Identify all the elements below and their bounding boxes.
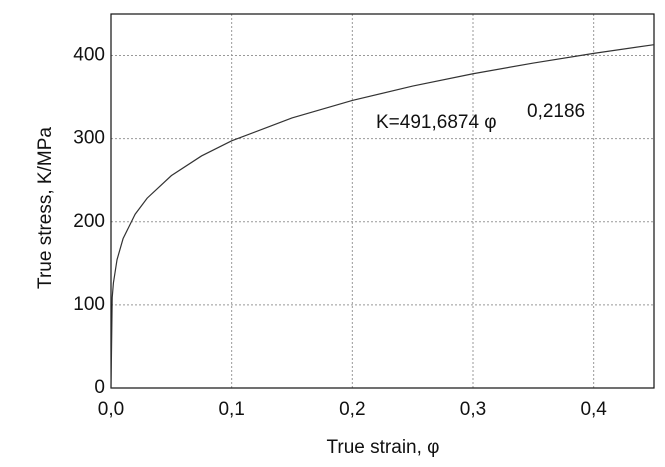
y-tick-label: 200 — [73, 211, 105, 232]
data-line — [110, 44, 655, 389]
y-axis-label: True stress, K/MPa — [35, 127, 56, 289]
y-tick-label: 400 — [73, 45, 105, 66]
x-tick-label: 0,4 — [580, 399, 607, 420]
x-tick-label: 0,3 — [460, 399, 486, 420]
x-tick-label: 0,2 — [339, 399, 365, 420]
x-axis-label: True strain, φ — [327, 437, 440, 458]
plot-frame — [110, 13, 655, 389]
y-tick-label: 100 — [73, 294, 105, 315]
y-tick-label: 300 — [73, 128, 105, 149]
annotation: K=491,6874 φ — [376, 112, 497, 133]
x-tick-label: 0,0 — [98, 399, 124, 420]
y-tick-label: 0 — [94, 377, 105, 398]
x-tick-label: 0,1 — [218, 399, 244, 420]
annotation-exponent: 0,2186 — [527, 101, 585, 122]
